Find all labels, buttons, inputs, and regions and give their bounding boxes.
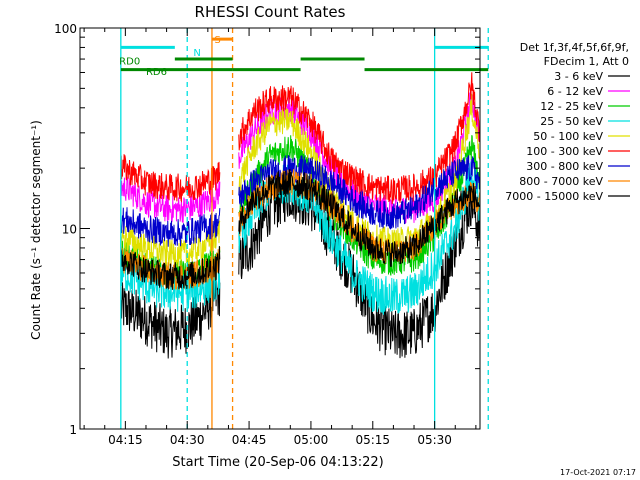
y-tick-label-100: 100: [54, 22, 77, 36]
y-axis-label: Count Rate (s⁻¹ detector segment⁻¹): [29, 120, 43, 340]
x-tick-label-0430: 04:30: [170, 433, 205, 447]
annotation-s: S: [214, 35, 220, 46]
annotation-rd6: RD6: [146, 67, 167, 78]
legend-header-1: Det 1f,3f,4f,5f,6f,9f,: [520, 41, 629, 54]
legend: Det 1f,3f,4f,5f,6f,9f,FDecim 1, Att 0 3 -…: [505, 41, 630, 203]
series-line-7000-15000-kev: [120, 168, 481, 290]
series-line-300-800-kev: [120, 154, 481, 247]
x-tick-label-0415: 04:15: [108, 433, 143, 447]
x-axis-label: Start Time (20-Sep-06 04:13:22): [172, 455, 383, 470]
legend-label-6-12-kev: 6 - 12 keV: [547, 85, 603, 98]
annotation-rd0: RD0: [119, 56, 140, 67]
axes: 04:15 04:30 04:45 05:00 05:15 05:30 1 10 100: [54, 22, 481, 447]
annotation-n: N: [193, 48, 200, 59]
x-tick-label-0530: 05:30: [417, 433, 452, 447]
y-tick-label-10: 10: [62, 223, 77, 237]
timestamp: 17-Oct-2021 07:17: [560, 468, 636, 477]
chart-title: RHESSI Count Rates: [195, 3, 346, 21]
x-tick-label-0500: 05:00: [294, 433, 329, 447]
legend-header-2: FDecim 1, Att 0: [544, 55, 629, 68]
legend-label-300-800-kev: 300 - 800 keV: [526, 160, 603, 173]
legend-label-50-100-kev: 50 - 100 keV: [533, 130, 603, 143]
legend-label-3-6-kev: 3 - 6 keV: [554, 70, 603, 83]
series-line-100-300-kev: [120, 72, 481, 205]
x-tick-label-0445: 04:45: [232, 433, 267, 447]
y-tick-label-1: 1: [69, 423, 77, 437]
series-line-3-6-kev: [120, 173, 481, 359]
legend-label-800-7000-kev: 800 - 7000 keV: [519, 175, 603, 188]
x-tick-label-0515: 05:15: [355, 433, 390, 447]
legend-label-100-300-kev: 100 - 300 keV: [526, 145, 603, 158]
legend-label-25-50-kev: 25 - 50 keV: [540, 115, 603, 128]
legend-label-12-25-kev: 12 - 25 keV: [540, 100, 603, 113]
legend-label-7000-15000-kev: 7000 - 15000 keV: [505, 190, 603, 203]
plot-area: N S RD0 RD6: [119, 28, 489, 429]
